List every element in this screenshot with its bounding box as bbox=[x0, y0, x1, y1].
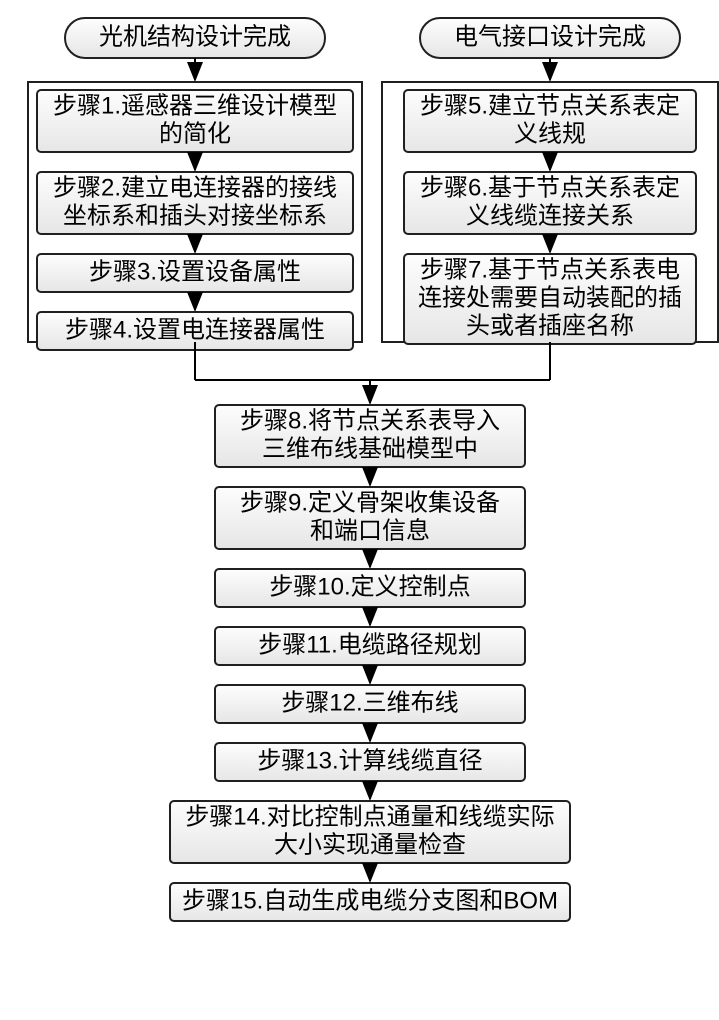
step15-label-line0: 步骤15.自动生成电缆分支图和BOM bbox=[182, 887, 558, 914]
flowchart-canvas: 光机结构设计完成 电气接口设计完成步骤1.遥感器三维设计模型的简化步骤2.建立电连… bbox=[10, 10, 719, 1010]
step10-label-line0: 步骤10.定义控制点 bbox=[269, 573, 470, 600]
step1-label-line0: 步骤1.遥感器三维设计模型 bbox=[53, 92, 337, 119]
step5-label-line0: 步骤5.建立节点关系表定 bbox=[420, 92, 680, 119]
step2-label-line1: 坐标系和插头对接坐标系 bbox=[63, 202, 327, 229]
step4-label-line0: 步骤4.设置电连接器属性 bbox=[65, 316, 325, 343]
step2-label-line0: 步骤2.建立电连接器的接线 bbox=[53, 174, 337, 201]
step6-label-line1: 义线缆连接关系 bbox=[466, 202, 634, 229]
step14-label-line1: 大小实现通量检查 bbox=[274, 831, 466, 858]
step11-label-line0: 步骤11.电缆路径规划 bbox=[258, 631, 482, 658]
step1-label-line1: 的简化 bbox=[159, 120, 231, 147]
start-right-label-line0: 电气接口设计完成 bbox=[454, 23, 646, 50]
step7-label-line0: 步骤7.基于节点关系表电 bbox=[420, 256, 680, 283]
step7-label-line2: 头或者插座名称 bbox=[466, 312, 634, 339]
step13-label-line0: 步骤13.计算线缆直径 bbox=[257, 747, 482, 774]
step12-label-line0: 步骤12.三维布线 bbox=[281, 689, 458, 716]
step5-label-line1: 义线规 bbox=[514, 120, 586, 147]
step8-label-line1: 三维布线基础模型中 bbox=[262, 435, 478, 462]
step9-label-line0: 步骤9.定义骨架收集设备 bbox=[240, 489, 500, 516]
start-left-label-line0: 光机结构设计完成 bbox=[99, 23, 291, 50]
step9-label-line1: 和端口信息 bbox=[310, 517, 430, 544]
step7-label-line1: 连接处需要自动装配的插 bbox=[418, 284, 682, 311]
step8-label-line0: 步骤8.将节点关系表导入 bbox=[240, 407, 500, 434]
step14-label-line0: 步骤14.对比控制点通量和线缆实际 bbox=[185, 803, 554, 830]
step6-label-line0: 步骤6.基于节点关系表定 bbox=[420, 174, 680, 201]
step3-label-line0: 步骤3.设置设备属性 bbox=[89, 258, 301, 285]
